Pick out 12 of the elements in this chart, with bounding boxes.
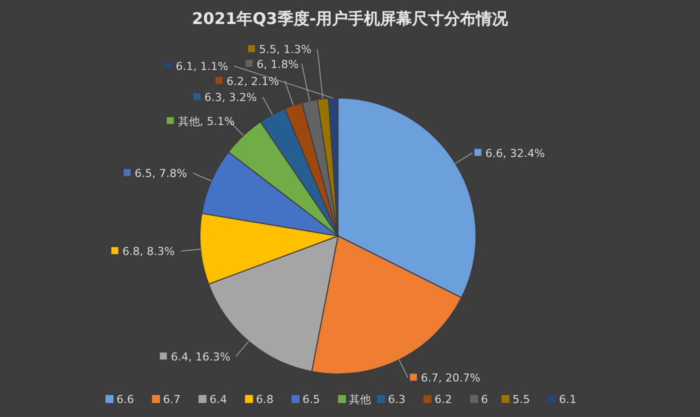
legend-label: 6.5 [302,393,320,406]
legend-label: 6.7 [163,393,180,406]
legend-label: 5.5 [512,393,530,406]
legend-label: 6.6 [116,393,134,406]
legend-label: 6 [481,393,488,406]
legend-label: 6.8 [256,393,274,406]
legend-label: 6.4 [210,393,227,406]
legend-label: 6.1 [559,393,576,406]
legend-label: 6.2 [434,393,452,406]
chart-title: 2021年Q3季度-用户手机屏幕尺寸分布情况 [192,9,509,28]
legend-label: 6.3 [388,393,406,406]
legend-label: 其他 [349,393,371,406]
